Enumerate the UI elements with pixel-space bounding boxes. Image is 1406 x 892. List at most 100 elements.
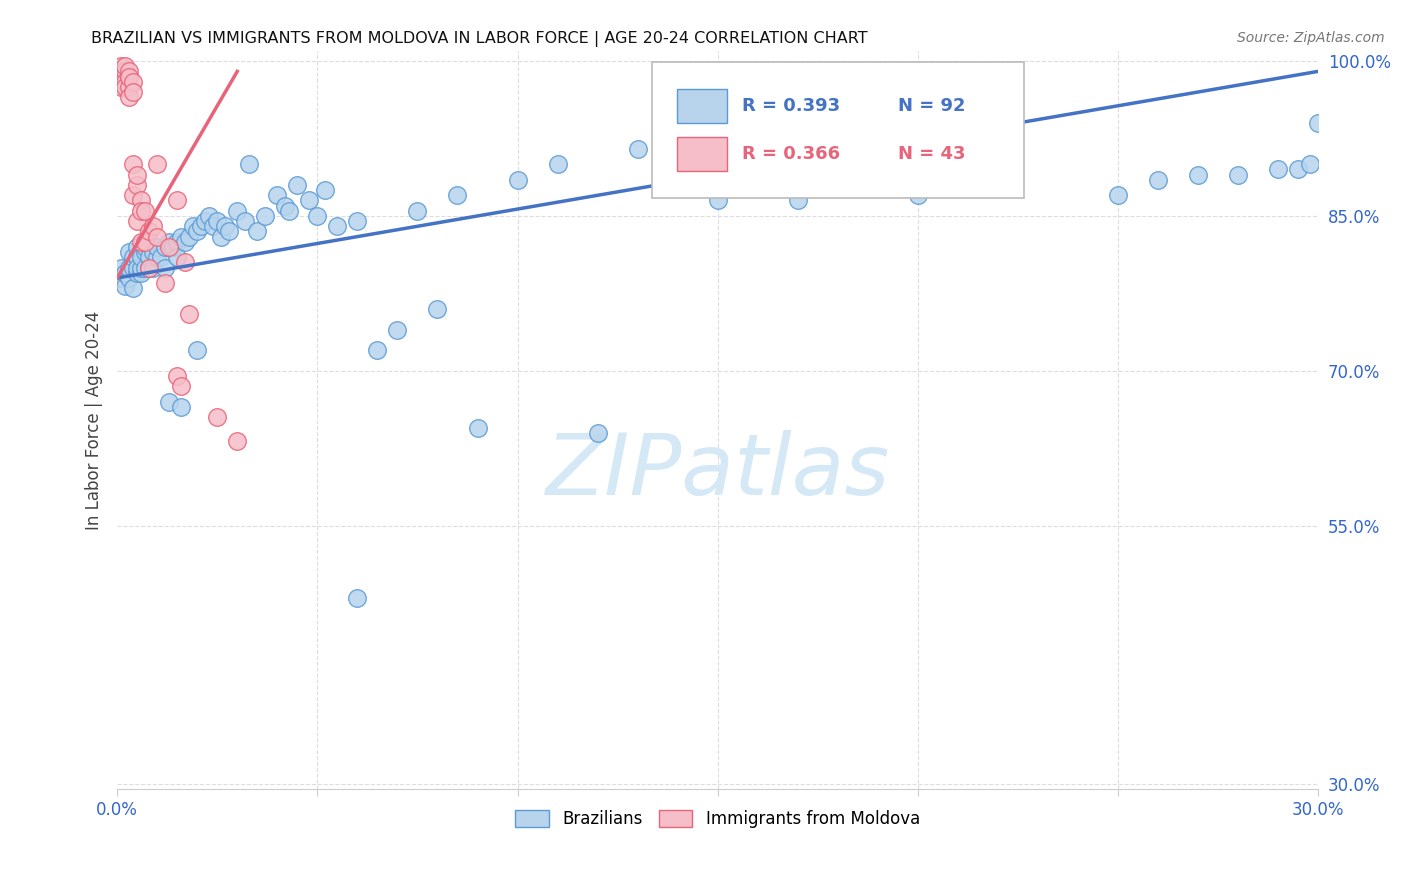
Point [946, 173, 969, 187]
Point [138, 250, 160, 264]
Point [122, 85, 145, 99]
Point [254, 209, 277, 223]
Point [314, 183, 336, 197]
Point [122, 75, 145, 89]
Point [285, 178, 308, 192]
Point [127, 214, 149, 228]
Point [326, 219, 349, 234]
Point [122, 281, 145, 295]
Point [157, 235, 180, 249]
Point [226, 434, 249, 449]
Point [170, 229, 193, 244]
Point [118, 245, 141, 260]
Y-axis label: In Labor Force | Age 20-24: In Labor Force | Age 20-24 [86, 310, 103, 530]
Legend: Brazilians, Immigrants from Moldova: Brazilians, Immigrants from Moldova [508, 801, 928, 837]
Point [190, 219, 212, 234]
Point [129, 203, 152, 218]
Point [233, 214, 256, 228]
Point [786, 194, 808, 208]
Point [366, 343, 388, 358]
Point [122, 157, 145, 171]
FancyBboxPatch shape [651, 62, 1024, 198]
Point [127, 250, 149, 264]
Point [127, 266, 149, 280]
Point [166, 235, 188, 249]
Point [547, 157, 569, 171]
Text: N = 43: N = 43 [898, 145, 966, 163]
Point [138, 224, 160, 238]
Point [207, 214, 229, 228]
Point [238, 157, 260, 171]
Point [122, 260, 145, 275]
Point [157, 395, 180, 409]
Point [129, 194, 152, 208]
Point [142, 219, 165, 234]
Point [214, 219, 236, 234]
Point [387, 322, 409, 336]
Point [146, 240, 169, 254]
Point [1147, 173, 1170, 187]
Point [155, 260, 177, 275]
Point [118, 90, 141, 104]
Point [1187, 168, 1209, 182]
Point [666, 157, 689, 171]
Point [134, 235, 156, 249]
Point [298, 194, 321, 208]
Point [181, 219, 204, 234]
Point [1299, 157, 1322, 171]
Point [110, 79, 132, 94]
Point [129, 250, 152, 264]
Point [467, 420, 489, 434]
Point [274, 199, 297, 213]
Text: R = 0.366: R = 0.366 [742, 145, 839, 163]
Point [146, 157, 169, 171]
Point [110, 64, 132, 78]
Point [110, 271, 132, 285]
Point [155, 240, 177, 254]
Point [226, 203, 249, 218]
Point [127, 240, 149, 254]
Point [114, 266, 136, 280]
Point [987, 147, 1010, 161]
Point [426, 301, 449, 316]
Text: Source: ZipAtlas.com: Source: ZipAtlas.com [1237, 31, 1385, 45]
Point [266, 188, 288, 202]
Point [129, 260, 152, 275]
Point [162, 240, 184, 254]
Point [209, 229, 232, 244]
Point [118, 79, 141, 94]
FancyBboxPatch shape [676, 88, 727, 123]
Point [706, 194, 728, 208]
Point [129, 266, 152, 280]
Point [118, 64, 141, 78]
Point [586, 425, 609, 440]
Point [246, 224, 269, 238]
Point [166, 369, 188, 384]
Point [1267, 162, 1289, 177]
Point [174, 255, 197, 269]
Point [110, 64, 132, 78]
Point [155, 276, 177, 290]
Point [114, 279, 136, 293]
Point [118, 70, 141, 84]
Point [110, 75, 132, 89]
Point [114, 64, 136, 78]
Point [122, 188, 145, 202]
Text: ZIPatlas: ZIPatlas [546, 430, 890, 513]
Point [170, 400, 193, 414]
Point [278, 203, 301, 218]
Point [134, 260, 156, 275]
Point [1308, 116, 1330, 130]
Point [118, 271, 141, 285]
Point [166, 250, 188, 264]
Point [207, 410, 229, 425]
Point [179, 307, 201, 321]
Point [138, 260, 160, 275]
Point [186, 343, 208, 358]
Point [218, 224, 240, 238]
Point [150, 250, 173, 264]
Point [1107, 188, 1129, 202]
Point [194, 214, 217, 228]
FancyBboxPatch shape [676, 136, 727, 171]
Point [706, 178, 728, 192]
